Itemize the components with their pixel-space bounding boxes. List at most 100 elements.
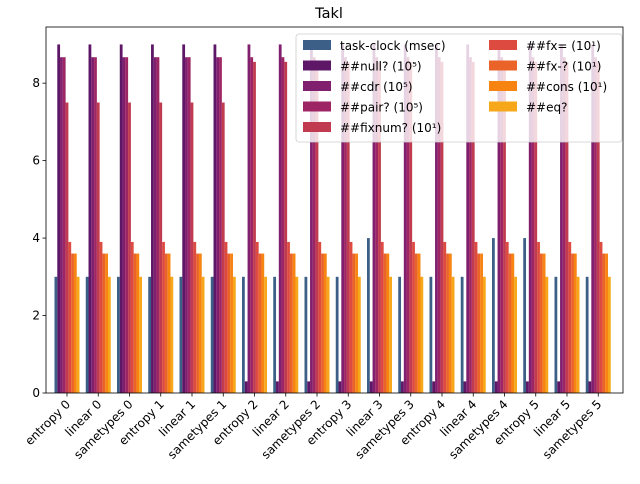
bar	[230, 253, 233, 393]
bar	[497, 44, 501, 394]
bar	[130, 241, 134, 393]
legend-swatch	[489, 101, 517, 112]
legend-swatch	[303, 40, 331, 50]
bar	[276, 381, 279, 393]
bar	[102, 253, 106, 393]
bar	[153, 57, 157, 394]
legend-label: ##fixnum? (10¹)	[340, 121, 441, 135]
bar	[605, 253, 608, 393]
bar	[232, 276, 236, 393]
bar	[227, 253, 231, 393]
bar	[57, 44, 61, 394]
bar	[187, 57, 191, 394]
bar	[76, 276, 80, 393]
y-tick-label: 2	[32, 309, 40, 323]
bar	[338, 381, 342, 393]
bar	[62, 57, 66, 394]
bar	[170, 276, 174, 393]
bar	[105, 253, 108, 393]
bar	[367, 238, 370, 393]
bar	[389, 276, 392, 393]
chart-title: Takl	[314, 6, 343, 22]
legend-swatch	[303, 81, 331, 91]
bar	[335, 276, 339, 393]
bar	[156, 57, 160, 394]
bar	[537, 241, 540, 393]
bar	[406, 57, 410, 394]
bar	[474, 241, 478, 393]
bar	[565, 61, 569, 394]
bar	[258, 253, 262, 393]
bar	[505, 241, 509, 393]
bar	[539, 253, 543, 393]
bar	[151, 44, 154, 394]
bar	[380, 241, 384, 393]
legend-label: ##cdr (10⁵)	[340, 80, 413, 94]
bar	[247, 44, 251, 394]
bar	[420, 276, 424, 393]
bar	[545, 276, 549, 393]
legend-label: ##cons (10¹)	[526, 80, 607, 94]
bar	[213, 44, 217, 394]
bar	[383, 253, 387, 393]
bar	[94, 57, 97, 394]
bar	[164, 253, 168, 393]
bar	[588, 381, 592, 393]
bar	[591, 44, 595, 394]
bar	[440, 61, 444, 394]
bar	[221, 102, 225, 394]
bar	[310, 44, 313, 394]
bar	[346, 61, 350, 394]
bar	[357, 276, 361, 393]
bar	[167, 253, 171, 393]
bar	[193, 241, 197, 393]
bar	[289, 253, 293, 393]
legend-label: task-clock (msec)	[340, 39, 446, 53]
bar	[528, 44, 532, 394]
bar	[190, 102, 194, 394]
bar	[432, 381, 436, 393]
bar	[162, 241, 165, 393]
bar	[386, 253, 390, 393]
bar	[198, 253, 202, 393]
bar	[463, 381, 467, 393]
bar	[323, 253, 327, 393]
bar	[469, 57, 472, 394]
bar	[560, 44, 563, 394]
bar	[562, 57, 566, 394]
bar	[596, 61, 600, 394]
bar	[573, 253, 577, 393]
bar	[607, 276, 611, 393]
bar	[253, 61, 256, 394]
bar	[508, 253, 512, 393]
y-tick-label: 6	[32, 154, 40, 168]
bar	[261, 253, 265, 393]
bar	[315, 61, 319, 394]
bar	[477, 253, 481, 393]
x-tick-label: entropy 0	[22, 397, 73, 448]
legend-swatch	[303, 101, 331, 112]
bar	[503, 61, 506, 394]
bar	[542, 253, 546, 393]
bar	[91, 57, 95, 394]
bar	[437, 57, 441, 394]
bar	[466, 44, 470, 394]
y-tick-label: 4	[32, 231, 40, 245]
bar	[60, 57, 63, 394]
bar	[372, 44, 376, 394]
bar	[599, 241, 603, 393]
bar	[278, 44, 282, 394]
bar	[292, 253, 296, 393]
bar	[494, 381, 498, 393]
bar	[71, 253, 74, 393]
bar	[307, 381, 311, 393]
bar	[255, 241, 259, 393]
bar	[224, 241, 228, 393]
bar	[355, 253, 358, 393]
bar	[196, 253, 199, 393]
bar	[460, 276, 464, 393]
bar	[369, 381, 373, 393]
bar	[429, 276, 433, 393]
bar	[125, 57, 129, 394]
